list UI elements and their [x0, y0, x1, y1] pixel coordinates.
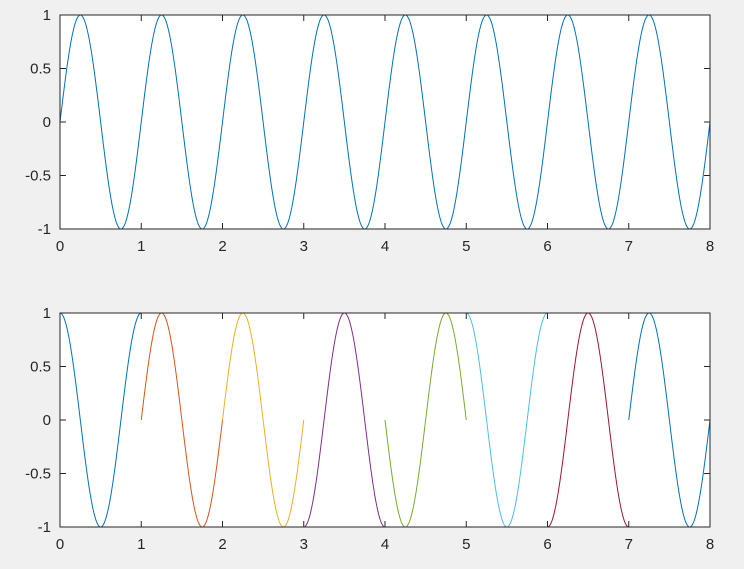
x-tick-label: 8	[706, 536, 714, 553]
series-line-5	[384, 312, 467, 528]
y-tick-label: 0	[43, 114, 51, 131]
x-tick-label: 0	[56, 536, 64, 553]
y-tick-label: 0.5	[30, 61, 51, 78]
x-tick-label: 1	[137, 536, 145, 553]
series-line-2	[140, 312, 223, 528]
x-tick-label: 1	[137, 238, 145, 255]
x-tick-label: 4	[381, 238, 389, 255]
x-tick-label: 6	[543, 238, 551, 255]
y-tick-label: 1	[43, 7, 51, 24]
y-tick-label: 0.5	[30, 359, 51, 376]
y-tick-label: -1	[38, 519, 51, 536]
y-tick-label: -0.5	[25, 168, 51, 185]
bottom-axes: 0 1 2 3 4 5 6 7 8 1 0.5 0 -0.5 -1	[25, 305, 714, 553]
y-tick-label: 0	[43, 412, 51, 429]
x-tick-label: 2	[218, 536, 226, 553]
x-tick-label: 8	[706, 238, 714, 255]
y-tick-label: 1	[43, 305, 51, 322]
x-tick-label: 7	[625, 238, 633, 255]
x-tick-label: 4	[381, 536, 389, 553]
x-tick-label: 3	[300, 536, 308, 553]
series-line-1	[59, 14, 711, 230]
x-tick-label: 2	[218, 238, 226, 255]
x-tick-label: 5	[462, 536, 470, 553]
series-line-3	[222, 312, 305, 528]
x-tick-label: 7	[625, 536, 633, 553]
x-tick-label: 0	[56, 238, 64, 255]
top-axes: 0 1 2 3 4 5 6 7 8 1 0.5 0 -0.5 -1	[25, 7, 714, 255]
x-tick-label: 6	[543, 536, 551, 553]
y-tick-label: -0.5	[25, 466, 51, 483]
x-tick-label: 3	[300, 238, 308, 255]
y-tick-label: -1	[38, 221, 51, 238]
series-line-8	[628, 312, 711, 528]
x-tick-label: 5	[462, 238, 470, 255]
